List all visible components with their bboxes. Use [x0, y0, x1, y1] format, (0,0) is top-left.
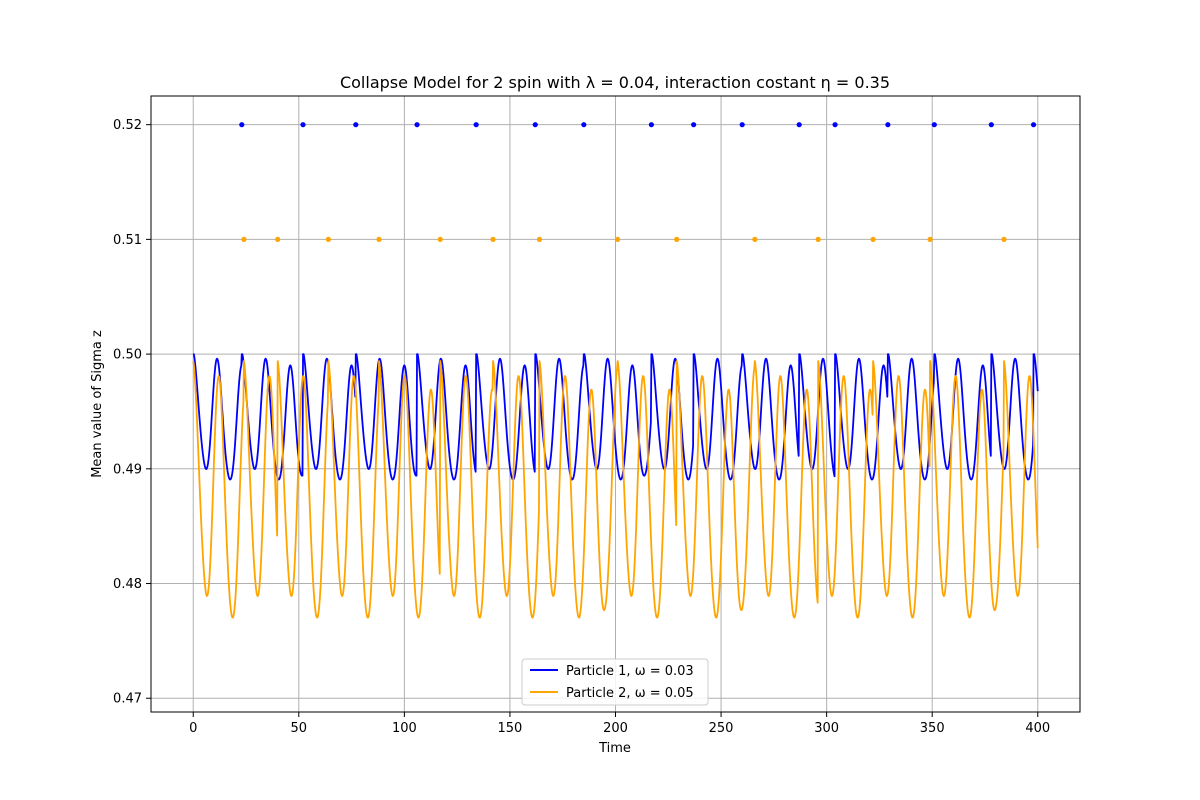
plot-area: [192, 122, 1039, 619]
collapse-marker-2: [536, 236, 543, 242]
collapse-marker-1: [414, 122, 420, 128]
y-tick-label: 0.50: [113, 348, 142, 363]
y-axis-label: Mean value of Sigma z: [90, 330, 105, 478]
collapse-marker-2: [1001, 236, 1007, 242]
collapse-marker-2: [615, 236, 621, 242]
collapse-marker-2: [241, 236, 247, 242]
chart-title: Collapse Model for 2 spin with λ = 0.04,…: [340, 73, 890, 92]
collapse-marker-1: [532, 122, 538, 128]
collapse-marker-2: [490, 236, 496, 242]
collapse-marker-1: [239, 122, 245, 128]
y-tick-label: 0.49: [113, 462, 142, 477]
x-tick-label: 300: [814, 721, 839, 736]
collapse-marker-2: [815, 236, 821, 242]
series-lines: [192, 353, 1039, 619]
collapse-marker-1: [988, 122, 994, 128]
collapse-marker-1: [581, 122, 587, 128]
x-tick-label: 350: [920, 721, 945, 736]
collapse-marker-1: [796, 122, 802, 128]
y-tick-label: 0.51: [113, 233, 142, 248]
x-tick-label: 200: [603, 721, 628, 736]
x-tick-label: 150: [498, 721, 523, 736]
collapse-marker-2: [275, 236, 281, 242]
collapse-marker-2: [376, 236, 382, 242]
legend-box: [521, 658, 709, 706]
collapse-marker-1: [473, 122, 479, 128]
legend-label-particle-1: Particle 1, ω = 0.03: [566, 664, 694, 679]
y-axis-ticks: 0.47 0.48 0.49 0.50 0.51 0.52: [113, 118, 151, 707]
collapse-marker-1: [353, 122, 359, 128]
x-axis-ticks: 0 50 100 150 200 250 300 350 400: [189, 712, 1050, 736]
y-tick-label: 0.52: [113, 118, 142, 133]
collapse-marker-2: [752, 236, 758, 242]
x-tick-label: 250: [709, 721, 734, 736]
collapse-marker-1: [300, 122, 306, 128]
collapse-marker-2: [674, 236, 680, 242]
collapse-marker-2: [437, 236, 443, 242]
collapse-marker-1: [885, 122, 891, 128]
collapse-marker-1: [832, 122, 838, 128]
series-line-2: [192, 360, 1039, 619]
collapse-marker-1: [739, 122, 745, 128]
collapse-marker-1: [691, 122, 697, 128]
collapse-markers: [239, 122, 1037, 242]
legend-label-particle-2: Particle 2, ω = 0.05: [566, 686, 694, 701]
legend: Particle 1, ω = 0.03 Particle 2, ω = 0.0…: [521, 658, 709, 706]
x-tick-label: 400: [1025, 721, 1050, 736]
y-tick-label: 0.47: [113, 692, 142, 707]
y-tick-label: 0.48: [113, 577, 142, 592]
series-line-1: [192, 353, 1039, 481]
collapse-marker-2: [870, 236, 876, 242]
collapse-marker-1: [648, 122, 654, 128]
x-axis-label: Time: [598, 741, 631, 756]
collapse-marker-2: [927, 236, 933, 242]
x-tick-label: 100: [392, 721, 417, 736]
x-tick-label: 0: [189, 721, 197, 736]
x-tick-label: 50: [291, 721, 308, 736]
collapse-marker-2: [325, 236, 331, 242]
collapse-marker-1: [931, 122, 937, 128]
collapse-marker-1: [1030, 122, 1037, 128]
